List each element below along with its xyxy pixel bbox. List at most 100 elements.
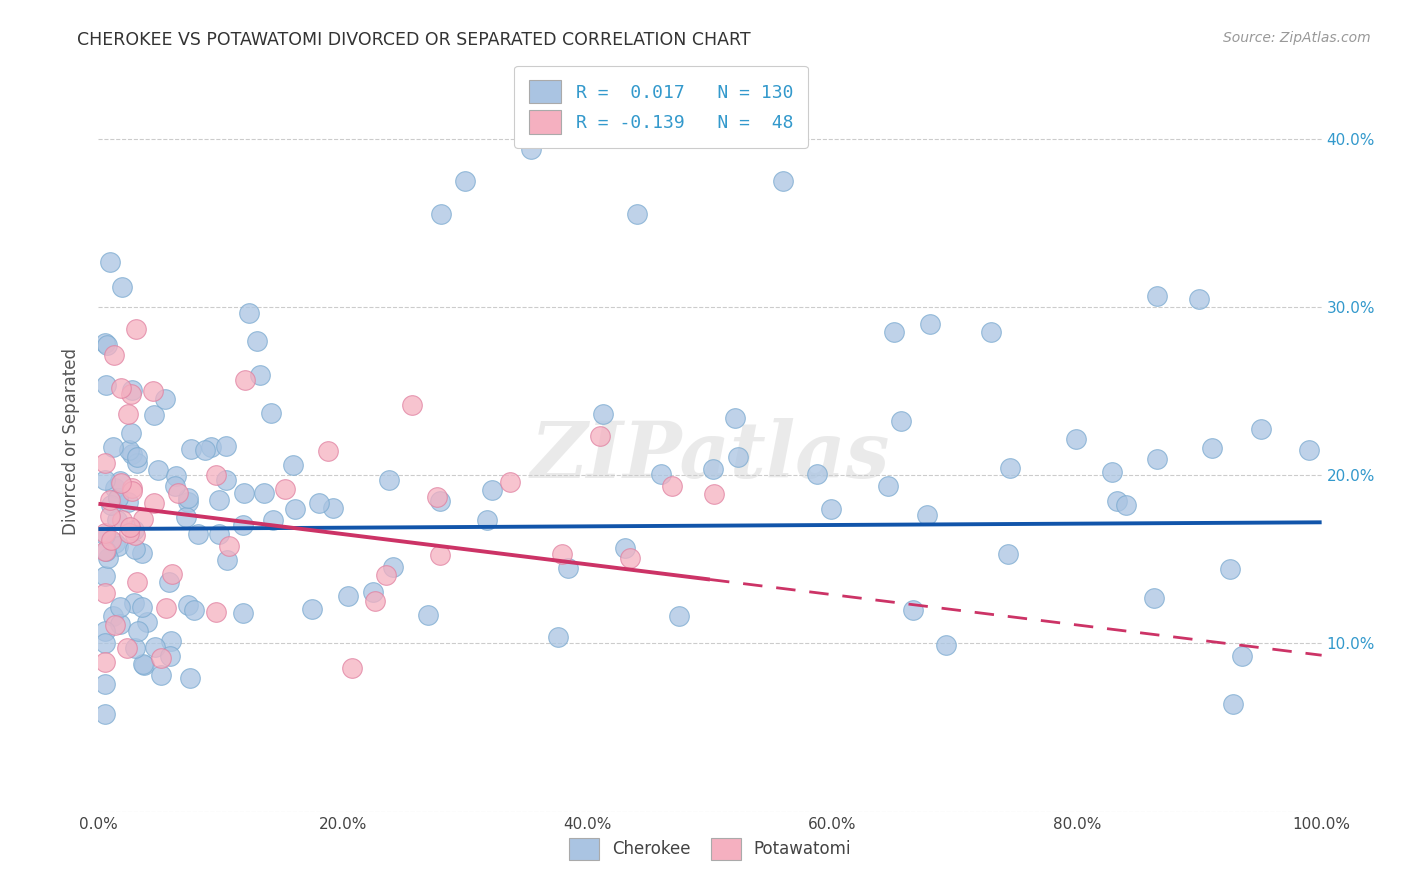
Point: [361, 585, 384, 599]
Point: [1000, 461, 1022, 475]
Point: [97, 551, 120, 566]
Point: [418, 608, 440, 623]
Point: [481, 483, 503, 498]
Point: [135, 615, 157, 629]
Point: [93, 526, 115, 541]
Point: [588, 429, 610, 443]
Point: [143, 640, 166, 654]
Point: [107, 491, 129, 505]
Point: [382, 559, 405, 574]
Point: [262, 513, 284, 527]
Point: [520, 142, 543, 156]
Point: [547, 630, 569, 644]
Point: [997, 547, 1019, 561]
Point: [127, 575, 149, 590]
Point: [614, 541, 637, 555]
Point: [159, 648, 181, 663]
Point: [122, 596, 145, 610]
Point: [142, 409, 165, 423]
Point: [1105, 494, 1128, 508]
Text: Source: ZipAtlas.com: Source: ZipAtlas.com: [1223, 31, 1371, 45]
Point: [702, 461, 724, 475]
Point: [454, 174, 477, 188]
Point: [120, 425, 142, 440]
Point: [125, 450, 148, 465]
Point: [93, 527, 115, 541]
Point: [121, 484, 143, 499]
Point: [1298, 442, 1320, 457]
Point: [883, 325, 905, 339]
Point: [104, 481, 127, 495]
Point: [200, 440, 222, 454]
Point: [935, 638, 957, 652]
Point: [253, 486, 276, 500]
Point: [124, 640, 146, 655]
Point: [322, 500, 344, 515]
Point: [180, 442, 202, 457]
Point: [121, 482, 143, 496]
Point: [93, 569, 115, 583]
Point: [429, 548, 451, 562]
Point: [131, 599, 153, 614]
Point: [208, 526, 231, 541]
Point: [103, 440, 125, 454]
Point: [111, 279, 134, 293]
Point: [179, 671, 201, 685]
Point: [1201, 441, 1223, 455]
Point: [94, 586, 117, 600]
Text: ZIPatlas: ZIPatlas: [530, 418, 890, 494]
Point: [727, 450, 749, 465]
Point: [1064, 432, 1087, 446]
Point: [217, 553, 239, 567]
Text: CHEROKEE VS POTAWATOMI DIVORCED OR SEPARATED CORRELATION CHART: CHEROKEE VS POTAWATOMI DIVORCED OR SEPAR…: [77, 31, 751, 49]
Point: [94, 378, 117, 392]
Y-axis label: Divorced or Separated: Divorced or Separated: [62, 348, 80, 535]
Point: [131, 546, 153, 560]
Point: [118, 443, 141, 458]
Point: [301, 601, 323, 615]
Point: [94, 624, 117, 638]
Point: [1188, 292, 1211, 306]
Point: [1115, 499, 1137, 513]
Point: [1219, 562, 1241, 576]
Point: [105, 513, 128, 527]
Point: [104, 618, 127, 632]
Point: [101, 608, 124, 623]
Point: [121, 383, 143, 397]
Point: [132, 512, 155, 526]
Point: [364, 593, 387, 607]
Point: [160, 633, 183, 648]
Point: [723, 411, 745, 425]
Point: [204, 605, 226, 619]
Point: [93, 336, 115, 351]
Point: [100, 533, 122, 547]
Point: [110, 475, 132, 490]
Point: [98, 493, 121, 508]
Point: [93, 656, 115, 670]
Point: [93, 636, 115, 650]
Point: [110, 381, 132, 395]
Point: [149, 667, 172, 681]
Point: [174, 510, 197, 524]
Point: [124, 541, 146, 556]
Point: [218, 540, 240, 554]
Point: [118, 525, 141, 540]
Point: [592, 407, 614, 421]
Legend: Cherokee, Potawatomi: Cherokee, Potawatomi: [562, 831, 858, 866]
Point: [155, 600, 177, 615]
Point: [134, 658, 156, 673]
Point: [120, 387, 142, 401]
Point: [163, 479, 186, 493]
Point: [233, 373, 256, 387]
Point: [125, 322, 148, 336]
Point: [232, 606, 254, 620]
Point: [115, 640, 138, 655]
Point: [132, 657, 155, 671]
Point: [183, 603, 205, 617]
Point: [117, 407, 139, 421]
Point: [318, 443, 340, 458]
Point: [475, 513, 498, 527]
Point: [100, 254, 122, 268]
Point: [141, 384, 163, 398]
Point: [1250, 422, 1272, 436]
